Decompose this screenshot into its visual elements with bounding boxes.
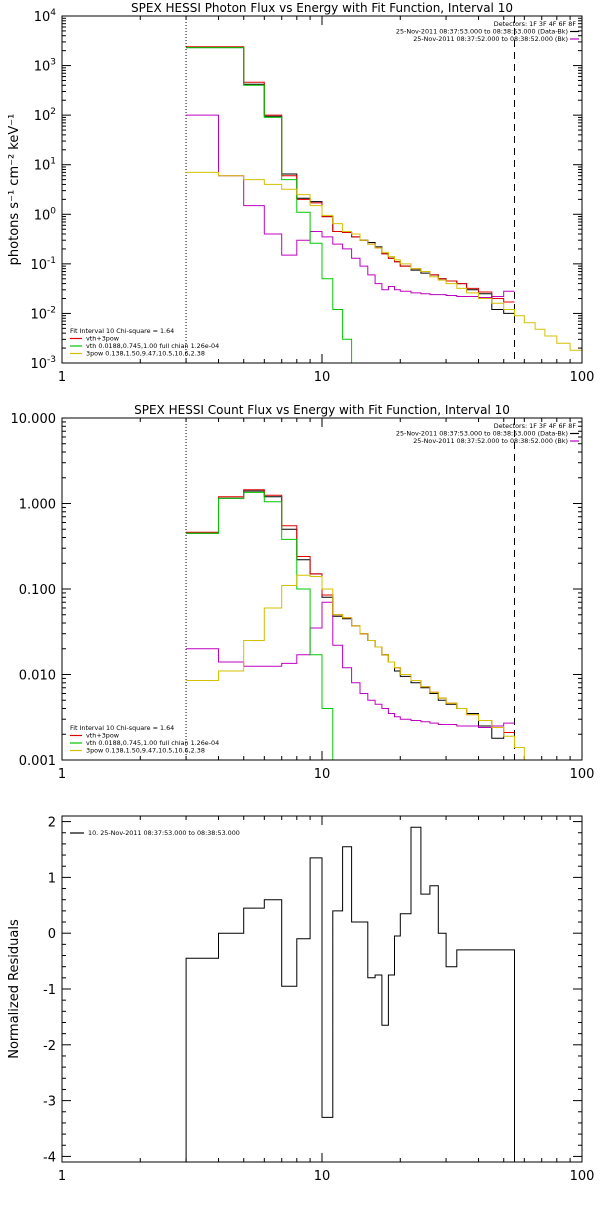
y-tick-label: 104 (34, 8, 57, 25)
y-tick-base: 10 (30, 307, 47, 322)
panel-3: 1 10 100 -4 -3 -2 -1 0 1 2 Normalized Residuals 10.… (7, 815, 595, 1184)
series-data-bk (186, 490, 515, 739)
y-tick-label: 10-2 (30, 305, 56, 322)
legend-top-right-entry: 25-Nov-2011 08:37:52.000 to 08:38:52.000… (413, 437, 568, 445)
legend-top-right-entry: 25-Nov-2011 08:37:53.000 to 08:38:53.000… (396, 28, 568, 36)
y-tick-exponent: 2 (50, 107, 56, 117)
x-tick-label: 10 (314, 767, 331, 782)
legend-top-left-entry: 10. 25-Nov-2011 08:37:53.000 to 08:38:53… (88, 829, 240, 837)
legend-bottom-left-entry: vth 0.0188,0.745,1.00 full chian 1.26e-0… (86, 342, 219, 350)
y-tick-label: 103 (34, 58, 56, 75)
y-tick-base: 10 (30, 357, 47, 372)
series-bk (186, 114, 515, 298)
legend-bottom-left-entry: 3pow 0.138,1.50,9.47,10.5,10.6,2.38 (86, 350, 205, 358)
data-layer (186, 489, 582, 760)
x-tick-label: 1 (58, 767, 66, 782)
plot-frame (61, 417, 583, 761)
legend-bottom-left-entry: vth+3pow (86, 335, 119, 343)
series-data-bk (186, 47, 515, 314)
y-tick-base: 10 (30, 258, 47, 273)
panel-1: SPEX HESSI Photon Flux vs Energy with Fi… (7, 1, 594, 385)
x-tick-label: 10 (314, 370, 331, 385)
plot-frame (61, 815, 583, 1163)
series-vth (186, 491, 515, 760)
y-tick-exponent: 1 (50, 157, 56, 167)
y-tick-label: 10-3 (30, 355, 56, 372)
series-bk (186, 601, 515, 728)
legend-bottom-left-entry: vth 0.0188,0.745,1.00 full chian 1.26e-0… (86, 739, 219, 747)
legend-bottom-left-entry: vth+3pow (86, 732, 119, 740)
y-tick-label: -4 (43, 1150, 56, 1165)
y-tick-label: 0.010 (19, 669, 56, 684)
y-tick-label: 2 (48, 816, 56, 831)
x-tick-label: 1 (58, 370, 66, 385)
y-tick-label: 100 (34, 206, 57, 223)
y-tick-label: -1 (43, 983, 56, 998)
panel-2: SPEX HESSI Count Flux vs Energy with Fit… (11, 403, 595, 782)
y-tick-base: 10 (34, 208, 51, 223)
y-tick-label: 0 (48, 927, 56, 942)
y-tick-label: 101 (34, 157, 56, 174)
y-tick-label: -2 (43, 1039, 56, 1054)
y-tick-label: 102 (34, 107, 56, 124)
x-tick-label: 10 (314, 1169, 331, 1184)
y-tick-label: 1 (48, 871, 56, 886)
y-axis-label: Normalized Residuals (7, 919, 22, 1059)
y-tick-base: 10 (34, 159, 51, 174)
legend-top-right-entry: Detectors: 1F 3F 4F 6F 8F (494, 20, 577, 28)
y-tick-base: 10 (34, 10, 51, 25)
x-tick-label: 100 (570, 767, 595, 782)
series-10-25-nov-2011-08-37-53-000-to-08-38-53-000 (185, 826, 515, 1162)
y-tick-exponent: -2 (47, 305, 56, 315)
plot-frame (61, 15, 583, 364)
y-tick-exponent: 0 (50, 206, 56, 216)
y-tick-label: 0.100 (19, 583, 56, 598)
chart-title: SPEX HESSI Count Flux vs Energy with Fit… (134, 403, 510, 417)
y-tick-label: -3 (43, 1095, 56, 1110)
y-tick-label: 0.001 (19, 754, 56, 769)
y-tick-base: 10 (34, 109, 51, 124)
legend-bottom-left-entry: Fit Interval 10 Chi-square = 1.64 (70, 724, 174, 732)
y-tick-label: 10-1 (30, 256, 56, 273)
series-vth-3pow (186, 489, 515, 733)
data-layer (185, 826, 515, 1162)
legend-bottom-left-entry: Fit Interval 10 Chi-square = 1.64 (70, 327, 174, 335)
x-tick-label: 1 (58, 1169, 66, 1184)
series-vth (186, 47, 515, 363)
x-tick-label: 100 (570, 370, 595, 385)
y-tick-base: 10 (34, 60, 51, 75)
y-tick-exponent: 4 (50, 8, 56, 18)
y-tick-exponent: -1 (47, 256, 56, 266)
y-tick-label: 10.000 (11, 412, 57, 427)
series-3pow (186, 574, 582, 760)
y-axis-label: photons s⁻¹ cm⁻² keV⁻¹ (7, 114, 22, 266)
legend-bottom-left-entry: 3pow 0.138,1.50,9.47,10.5,10.6,2.38 (86, 747, 205, 755)
chart-title: SPEX HESSI Photon Flux vs Energy with Fi… (131, 1, 513, 15)
data-layer (186, 46, 582, 363)
legend-top-right-entry: 25-Nov-2011 08:37:52.000 to 08:38:52.000… (413, 35, 568, 43)
x-tick-label: 100 (570, 1169, 595, 1184)
legend-top-right-entry: Detectors: 1F 3F 4F 6F 8F (494, 422, 577, 430)
legend-top-right-entry: 25-Nov-2011 08:37:53.000 to 08:38:53.000… (396, 430, 568, 438)
series-vth-3pow (186, 46, 515, 303)
series-3pow (186, 171, 582, 351)
y-tick-exponent: 3 (50, 58, 56, 68)
y-tick-exponent: -3 (47, 355, 56, 365)
y-tick-label: 1.000 (19, 498, 56, 513)
